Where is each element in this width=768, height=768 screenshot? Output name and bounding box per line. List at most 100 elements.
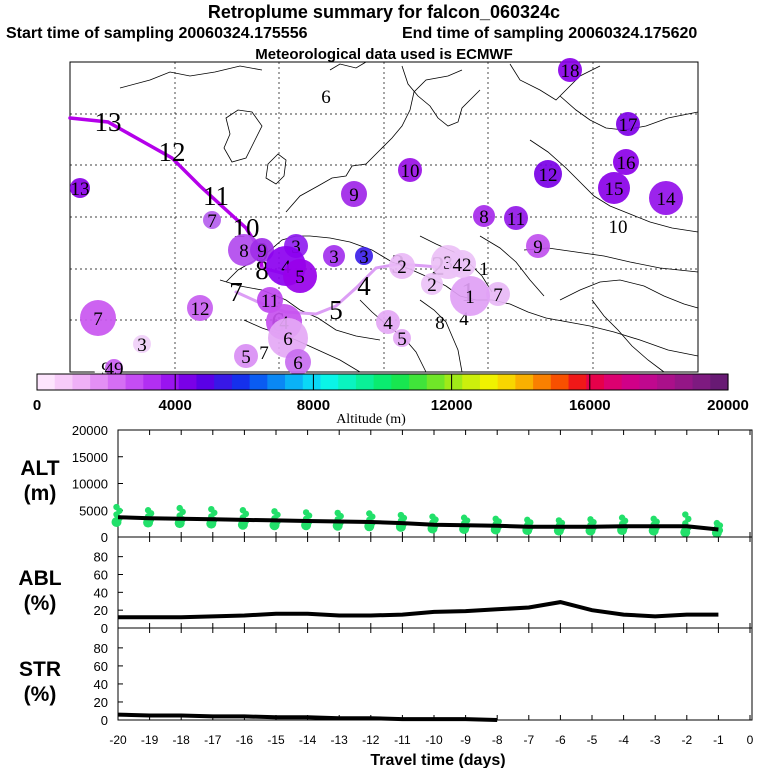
cluster-circle xyxy=(613,149,639,175)
x-tick-label: -6 xyxy=(555,733,566,747)
alt-point xyxy=(366,510,373,517)
cluster-circle xyxy=(598,172,630,204)
cluster-label: 5 xyxy=(241,347,251,368)
cluster-31: 6 xyxy=(285,349,311,375)
cluster-circle xyxy=(534,160,562,188)
cluster-55: 1 xyxy=(450,276,490,316)
cluster-47: 9 xyxy=(526,234,550,258)
cluster-circle xyxy=(486,282,510,306)
cluster-43: 16 xyxy=(613,149,639,175)
cluster-45: 18 xyxy=(558,58,582,82)
y-tick-label: 60 xyxy=(94,659,108,674)
colorbar-cell xyxy=(320,374,339,390)
cluster-label: 3 xyxy=(359,247,369,268)
cluster-label: 2 xyxy=(427,275,437,296)
cluster-label: 6 xyxy=(293,353,303,374)
alt-point xyxy=(429,513,436,520)
cluster-label: 12 xyxy=(159,137,186,167)
map: 1312111098765432161378934533212117346657… xyxy=(68,58,699,380)
colorbar-cell xyxy=(674,374,694,390)
panel-unit: (m) xyxy=(24,482,57,505)
cluster-circle xyxy=(389,253,415,279)
cluster-label: 1 xyxy=(479,259,489,280)
cluster-circle xyxy=(376,310,400,334)
colorbar-ticks: 0 4000 8000 12000 16000 20000 xyxy=(33,374,749,414)
cluster-circle xyxy=(283,259,317,293)
colorbar-cell xyxy=(125,374,144,390)
cluster-label: 3 xyxy=(443,253,453,274)
cluster-6: 8 xyxy=(255,255,269,285)
y-tick-label: 0 xyxy=(101,621,108,636)
y-tick-label: 80 xyxy=(94,550,108,565)
cluster-circle xyxy=(105,359,123,377)
cluster-label: 12 xyxy=(191,299,210,320)
cluster-24: 2 xyxy=(389,253,415,279)
cluster-circle xyxy=(268,318,308,358)
x-tick-label: -9 xyxy=(460,733,471,747)
series-line-abl xyxy=(118,600,719,620)
x-tick-label: -4 xyxy=(618,733,629,747)
cluster-1: 13 xyxy=(95,107,122,137)
cluster-label: 10 xyxy=(401,161,420,182)
alt-point xyxy=(524,516,531,524)
cluster-label: 12 xyxy=(539,165,558,186)
x-tick-label: -3 xyxy=(650,733,661,747)
cluster-label: 14 xyxy=(657,189,677,210)
cluster-label: 7 xyxy=(229,277,243,307)
alt-point xyxy=(302,509,310,516)
cluster-label: 7 xyxy=(493,285,503,306)
colorbar-cell xyxy=(249,374,268,390)
x-tick-label: -17 xyxy=(204,733,222,747)
cluster-3: 11 xyxy=(203,181,229,211)
cluster-circle xyxy=(504,206,528,230)
colorbar-tick-label: 4000 xyxy=(159,397,192,414)
cluster-circle xyxy=(398,158,422,182)
cluster-36: 9 xyxy=(341,181,367,207)
alt-point xyxy=(176,504,183,512)
colorbar-cell xyxy=(178,374,198,390)
cluster-label: 18 xyxy=(561,61,580,82)
cluster-17: 8 xyxy=(228,234,260,266)
cluster-label: 6 xyxy=(321,87,331,108)
cluster-circle xyxy=(355,247,373,265)
alt-point xyxy=(208,505,215,513)
panel-alt: 20000 15000 10000 5000 0 ALT(m) xyxy=(20,423,753,545)
colorbar-cell xyxy=(267,374,286,390)
cluster-label: 8 xyxy=(239,241,249,262)
cluster-37: 10 xyxy=(398,158,422,182)
cluster-circle xyxy=(526,234,550,258)
cluster-label: 5 xyxy=(295,267,305,288)
cluster-49: 2 xyxy=(421,273,443,296)
cluster-circle xyxy=(203,211,221,229)
cluster-label: 8 xyxy=(255,255,269,285)
y-tick-label: 5000 xyxy=(79,503,108,518)
alt-point xyxy=(650,515,657,523)
cluster-label: 5 xyxy=(329,295,343,325)
x-tick-label: -1 xyxy=(713,733,724,747)
alt-point xyxy=(618,514,626,521)
trajectory-clusters: 1312111098765432161378934533212117346657… xyxy=(70,58,683,380)
y-tick-label: 40 xyxy=(94,585,108,600)
cluster-label: 13 xyxy=(71,179,90,200)
cluster-circle xyxy=(450,276,490,316)
colorbar-cell xyxy=(54,374,74,390)
alt-point xyxy=(334,509,341,517)
cluster-label: 15 xyxy=(605,179,624,200)
cluster-9: 5 xyxy=(329,295,343,325)
x-tick-label: -13 xyxy=(331,733,349,747)
y-tick-label: 40 xyxy=(94,677,108,692)
alt-point xyxy=(460,514,468,521)
cluster-circle xyxy=(133,335,151,353)
x-tick-label: -16 xyxy=(236,733,254,747)
colorbar-cell xyxy=(214,374,233,390)
cluster-label: 5 xyxy=(397,329,407,350)
end-time: End time of sampling 20060324.175620 xyxy=(402,25,698,42)
colorbar-cell xyxy=(161,374,180,390)
colorbar-label: Altitude (m) xyxy=(336,412,406,427)
cluster-54: 7 xyxy=(486,282,510,306)
y-tick-label: 20 xyxy=(94,603,108,618)
colorbar-cell xyxy=(355,374,375,390)
cluster-10: 4 xyxy=(357,271,371,301)
x-tick-label: -8 xyxy=(492,733,503,747)
